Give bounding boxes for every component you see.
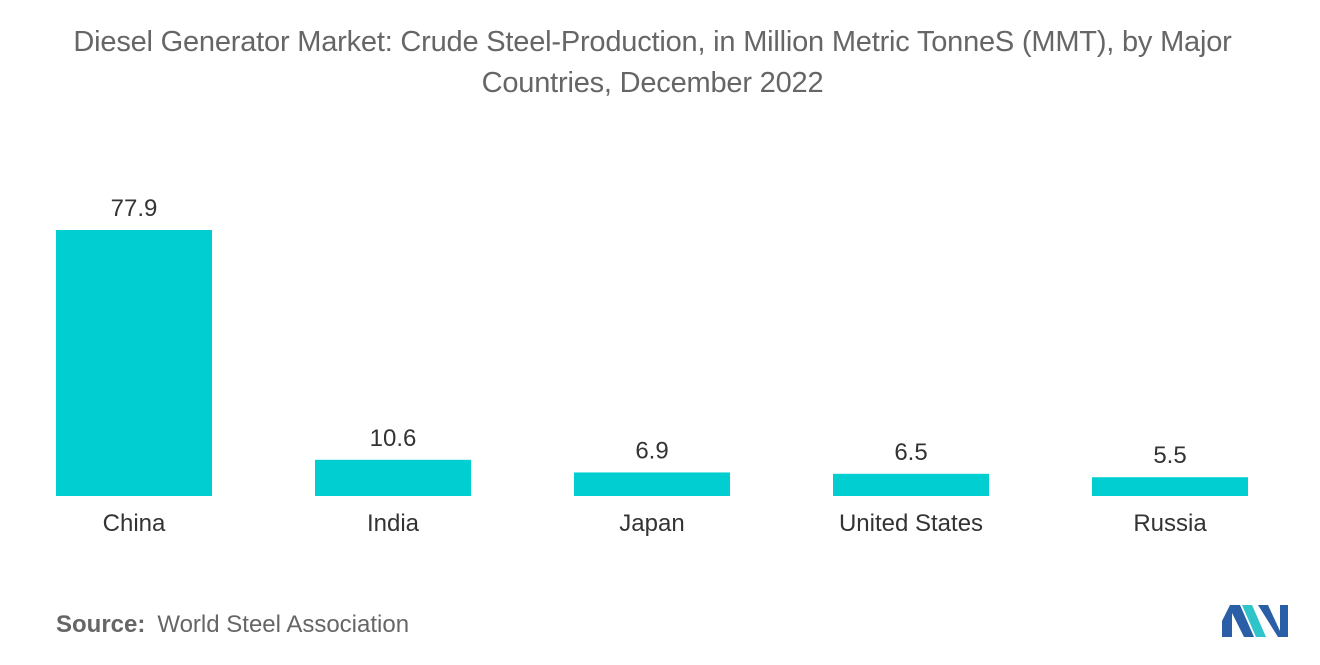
category-label-japan: Japan xyxy=(619,510,684,537)
value-label-united-states: 6.5 xyxy=(894,439,927,466)
logo-shape-middle xyxy=(1242,605,1266,637)
category-label-china: China xyxy=(103,510,166,537)
category-label-india: India xyxy=(367,510,420,537)
chart-title-line-1: Diesel Generator Market: Crude Steel-Pro… xyxy=(73,26,1232,58)
source-footer: Source: World Steel Association xyxy=(56,611,409,639)
bar-china xyxy=(56,230,212,496)
bar-chart: 77.9 10.6 6.9 6.5 5.5 China India Japan United … xyxy=(56,195,1248,537)
bar-japan xyxy=(574,472,730,496)
value-label-russia: 5.5 xyxy=(1153,442,1186,469)
chart-title-line-2: Countries, December 2022 xyxy=(481,67,824,99)
category-labels-group: China India Japan United States Russia xyxy=(103,510,1208,537)
value-label-china: 77.9 xyxy=(111,195,158,222)
bars-group xyxy=(56,230,1248,496)
source-text: World Steel Association xyxy=(157,611,410,638)
source-label: Source: xyxy=(56,611,146,638)
bar-united-states xyxy=(833,473,989,496)
chart-title: Diesel Generator Market: Crude Steel-Pro… xyxy=(0,22,1305,104)
value-labels-group: 77.9 10.6 6.9 6.5 5.5 xyxy=(111,195,1187,469)
value-label-india: 10.6 xyxy=(370,425,417,452)
category-label-united-states: United States xyxy=(839,510,983,537)
mordor-intelligence-logo-icon xyxy=(1222,605,1288,637)
bar-russia xyxy=(1092,477,1248,496)
category-label-russia: Russia xyxy=(1133,510,1207,537)
logo-shape-left xyxy=(1222,605,1254,637)
logo-shape-right xyxy=(1258,605,1288,637)
bar-india xyxy=(315,459,471,496)
value-label-japan: 6.9 xyxy=(635,437,668,464)
